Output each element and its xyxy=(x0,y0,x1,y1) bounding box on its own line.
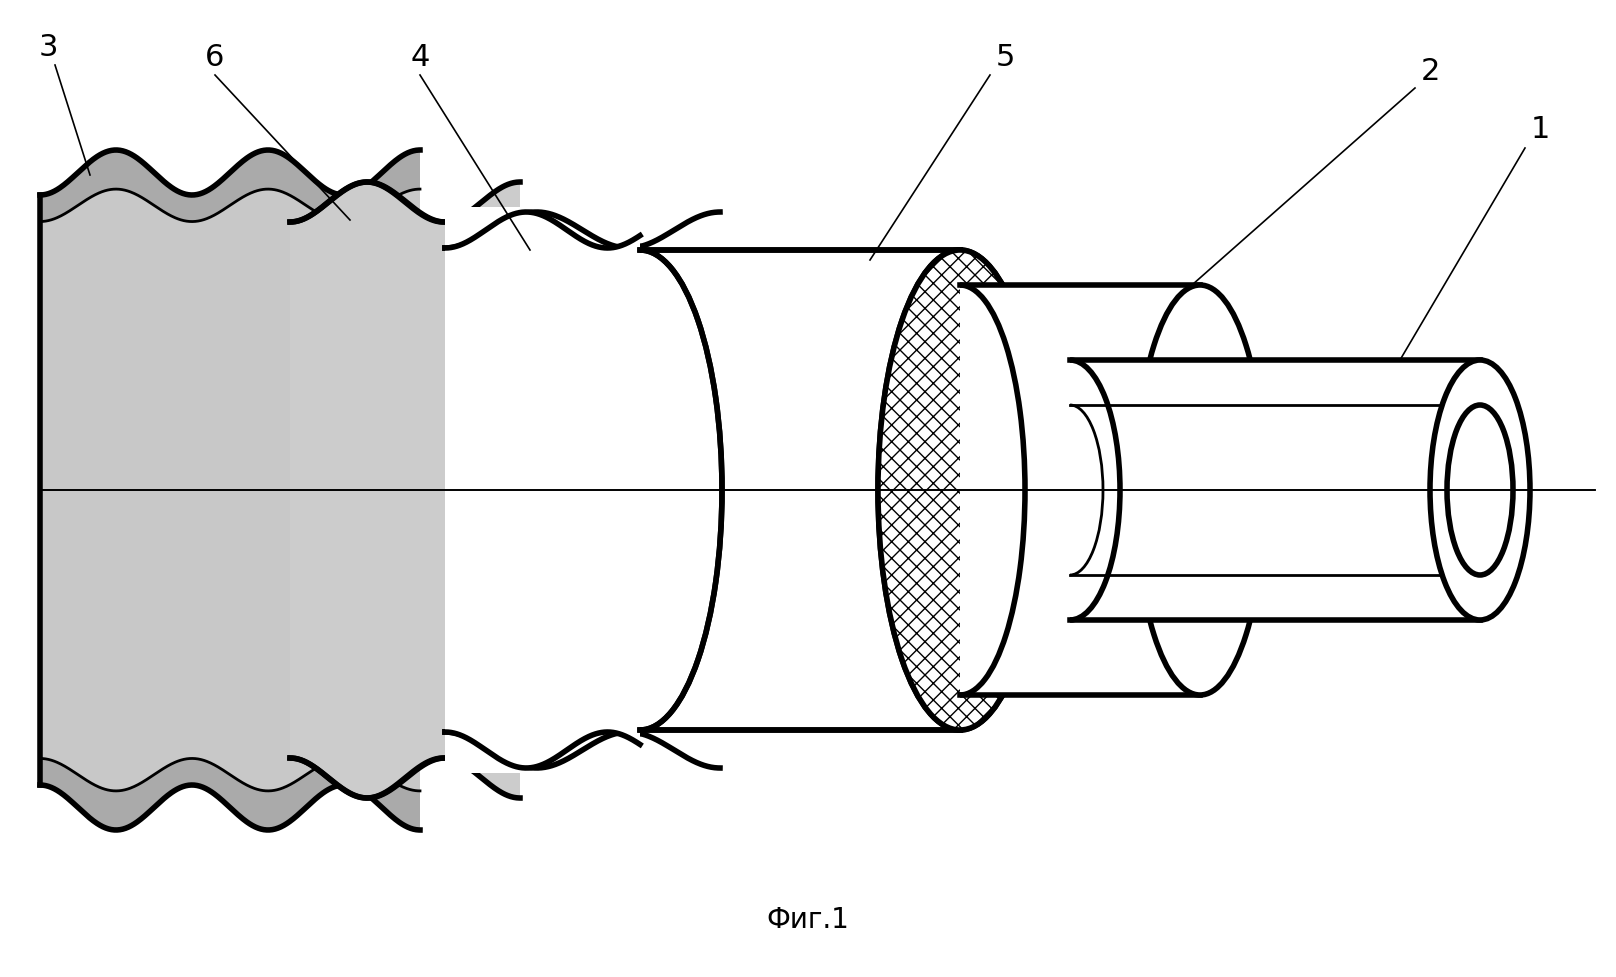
Polygon shape xyxy=(289,182,444,798)
Text: 6: 6 xyxy=(205,44,225,72)
Polygon shape xyxy=(289,182,520,798)
Text: Фиг.1: Фиг.1 xyxy=(766,906,850,934)
Polygon shape xyxy=(444,212,640,768)
Text: 1: 1 xyxy=(1530,115,1550,145)
Polygon shape xyxy=(1070,360,1480,620)
Polygon shape xyxy=(640,250,960,730)
Polygon shape xyxy=(444,207,640,773)
Text: 5: 5 xyxy=(995,44,1015,72)
Text: 2: 2 xyxy=(1420,58,1440,87)
Polygon shape xyxy=(40,150,420,830)
Polygon shape xyxy=(444,212,721,768)
Text: 3: 3 xyxy=(39,33,58,63)
Ellipse shape xyxy=(1446,405,1513,575)
Polygon shape xyxy=(40,190,420,791)
Text: 4: 4 xyxy=(410,44,430,72)
Ellipse shape xyxy=(877,250,1042,730)
Polygon shape xyxy=(640,250,1042,730)
Ellipse shape xyxy=(877,250,1042,730)
Polygon shape xyxy=(960,285,1201,695)
Ellipse shape xyxy=(1134,285,1265,695)
Ellipse shape xyxy=(1430,360,1530,620)
